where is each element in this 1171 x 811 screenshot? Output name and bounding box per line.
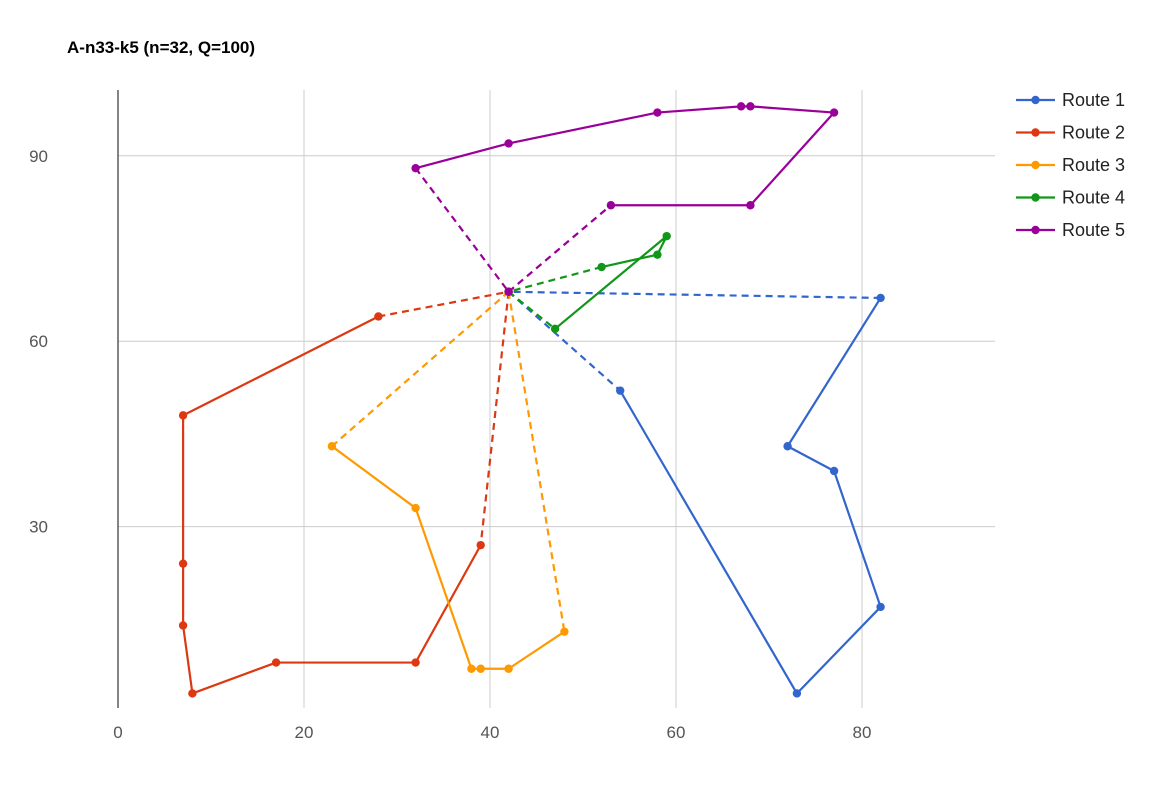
legend-label-route-4: Route 4 <box>1062 188 1125 208</box>
route-3-depot-out <box>507 291 566 632</box>
depot-point <box>504 287 513 296</box>
route-1-point <box>876 602 885 612</box>
y-tick-label: 90 <box>29 147 48 166</box>
route-4-point <box>597 262 606 272</box>
legend-marker-route-5 <box>1031 225 1040 235</box>
route-5-point <box>736 102 746 111</box>
route-1-depot-return <box>508 290 881 300</box>
y-tick-label: 60 <box>29 332 48 351</box>
legend-marker-route-2 <box>1031 128 1040 137</box>
route-2-point <box>271 658 281 667</box>
y-tick-label: 30 <box>29 518 48 537</box>
grid-lines <box>118 90 995 708</box>
route-3-point <box>467 664 476 673</box>
legend-marker-route-3 <box>1031 160 1040 170</box>
legend: Route 1 Route 2 Route 3 Route 4 Route 5 <box>1016 90 1125 240</box>
x-tick-label: 80 <box>853 723 872 742</box>
series-points <box>178 102 885 698</box>
axes: 0 20 40 60 80 30 60 90 <box>29 90 871 742</box>
x-tick-label: 40 <box>481 723 500 742</box>
legend-label-route-2: Route 2 <box>1062 123 1125 143</box>
route-4-point <box>662 231 671 241</box>
route-2-point <box>178 621 188 630</box>
route-4-line <box>554 235 668 330</box>
legend-marker-route-4 <box>1031 193 1040 202</box>
chart-title: A-n33-k5 (n=32, Q=100) <box>67 38 256 57</box>
route-2-point <box>374 312 383 321</box>
route-3-point <box>476 664 485 673</box>
route-1-line <box>619 297 882 695</box>
route-3-point <box>327 442 337 451</box>
route-5-point <box>829 108 839 117</box>
route-2-depot-out <box>479 291 510 546</box>
route-3-point <box>504 664 513 673</box>
route-1-point <box>876 293 885 303</box>
route-2-depot-return <box>378 290 509 318</box>
route-3-depot-return <box>331 290 510 448</box>
route-4-point <box>550 324 560 334</box>
route-5-line <box>415 105 836 207</box>
route-5-depot-out <box>507 204 612 293</box>
legend-label-route-3: Route 3 <box>1062 155 1125 175</box>
route-1-depot-out <box>507 290 621 392</box>
route-1-point <box>783 442 792 451</box>
route-3-line <box>331 445 566 670</box>
route-1-point <box>829 466 839 476</box>
route-4-depot-return <box>508 265 602 293</box>
route-5-point <box>653 108 662 117</box>
route-4-point <box>653 250 662 259</box>
x-tick-label: 60 <box>667 723 686 742</box>
route-2-point <box>178 559 188 568</box>
route-2-point <box>178 411 188 420</box>
route-5-point <box>411 163 420 173</box>
legend-label-route-5: Route 5 <box>1062 220 1125 240</box>
route-1-point <box>792 689 802 698</box>
route-3-point <box>560 627 569 636</box>
route-1-point <box>616 386 625 395</box>
x-tick-label: 0 <box>113 723 122 742</box>
route-4-depot-out <box>507 290 556 330</box>
route-3-point <box>411 503 420 513</box>
route-2-point <box>476 540 485 550</box>
series-lines <box>182 105 882 695</box>
route-2-line <box>182 315 482 695</box>
route-2-point <box>188 689 197 698</box>
route-2-point <box>411 658 420 667</box>
route-5-depot-return <box>414 167 510 293</box>
legend-marker-route-1 <box>1031 95 1040 105</box>
route-5-point <box>746 201 755 210</box>
route-5-point <box>746 102 755 111</box>
x-tick-label: 20 <box>295 723 314 742</box>
route-5-point <box>504 139 513 148</box>
route-5-point <box>606 201 616 210</box>
legend-label-route-1: Route 1 <box>1062 90 1125 110</box>
